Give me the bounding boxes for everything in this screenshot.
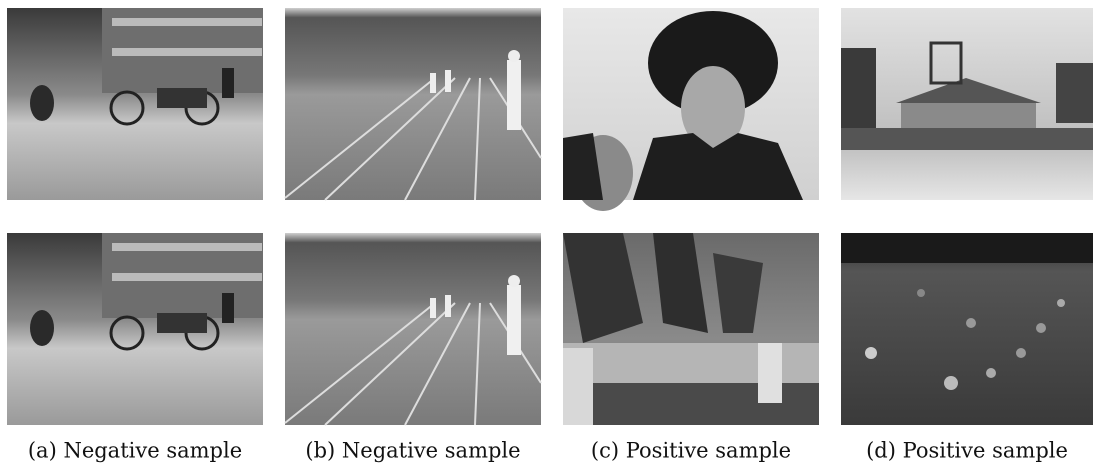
photo bbox=[7, 8, 263, 200]
photo bbox=[841, 8, 1093, 200]
photo bbox=[285, 8, 541, 200]
caption: (d) Positive sample bbox=[866, 439, 1068, 463]
caption: (b) Negative sample bbox=[305, 439, 520, 463]
photo bbox=[563, 8, 819, 211]
figure: (a) Negative sample (b) Negative sample … bbox=[0, 0, 1094, 471]
photo bbox=[563, 233, 819, 425]
photo bbox=[285, 233, 541, 425]
photo bbox=[841, 233, 1093, 425]
caption: (c) Positive sample bbox=[591, 439, 791, 463]
photo bbox=[7, 233, 263, 425]
caption: (a) Negative sample bbox=[28, 439, 242, 463]
